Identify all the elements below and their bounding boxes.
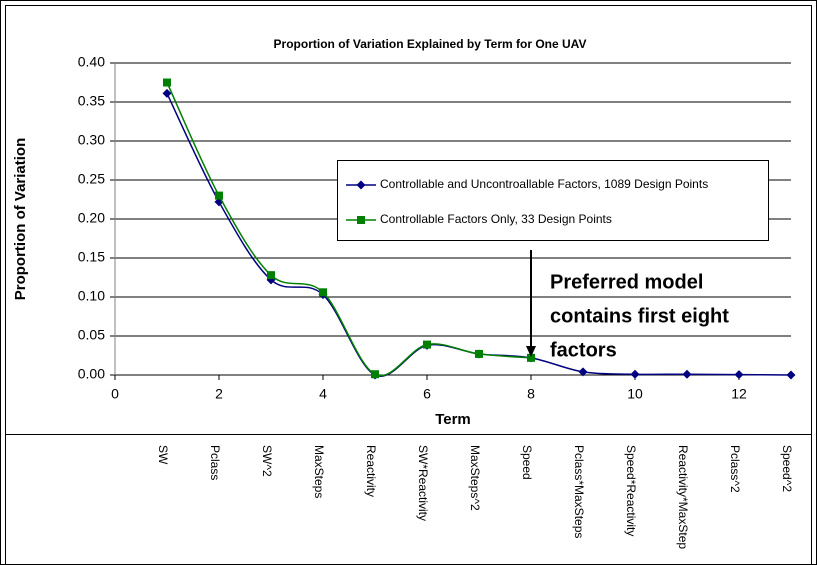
marker [630, 369, 640, 379]
term-label: SW [156, 445, 170, 465]
annotation-arrowhead [526, 346, 536, 357]
y-tick-label: 0.00 [78, 366, 105, 382]
annotation-text: Preferred model [550, 271, 703, 293]
marker [578, 367, 588, 377]
x-tick-label: 0 [111, 386, 119, 402]
marker [734, 370, 744, 380]
annotation-text: contains first eight [550, 305, 729, 327]
marker [162, 88, 172, 98]
y-tick-label: 0.20 [78, 210, 105, 226]
legend-marker [356, 180, 366, 190]
term-label: Reactivity [364, 445, 378, 497]
y-tick-label: 0.40 [78, 54, 105, 70]
x-tick-label: 6 [423, 386, 431, 402]
x-axis-label: Term [435, 411, 471, 428]
marker [215, 191, 223, 200]
marker [371, 370, 379, 379]
legend-label: Controllable and Uncontroallable Factors… [380, 177, 708, 191]
term-label: Speed [520, 445, 534, 480]
x-tick-label: 8 [527, 386, 535, 402]
legend-box [337, 160, 769, 241]
y-tick-label: 0.05 [78, 327, 105, 343]
annotation-text: factors [550, 339, 617, 361]
x-tick-label: 2 [215, 386, 223, 402]
marker [267, 271, 275, 280]
marker [319, 288, 327, 297]
term-label: MaxSteps [312, 445, 326, 498]
term-label: Reactivity*MaxStep [676, 445, 690, 549]
term-label: SW^2 [260, 445, 274, 477]
term-label: Pclass [208, 445, 222, 480]
term-label: SW*Reactivity [416, 445, 430, 521]
marker [163, 78, 171, 87]
x-tick-label: 12 [731, 386, 747, 402]
term-label: MaxSteps^2 [468, 445, 482, 511]
y-tick-label: 0.15 [78, 249, 105, 265]
y-axis-label: Proportion of Variation [12, 138, 29, 301]
marker [527, 353, 535, 362]
y-tick-label: 0.35 [78, 93, 105, 109]
chart-title: Proportion of Variation Explained by Ter… [274, 37, 587, 51]
marker [475, 349, 483, 358]
term-label: Pclass*MaxSteps [572, 445, 586, 538]
marker [682, 369, 692, 379]
x-tick-label: 4 [319, 386, 327, 402]
x-tick-label: 10 [627, 386, 643, 402]
term-label: Speed^2 [780, 445, 794, 492]
marker [786, 370, 796, 380]
marker [423, 340, 431, 349]
legend-label: Controllable Factors Only, 33 Design Poi… [380, 212, 612, 226]
y-tick-label: 0.25 [78, 171, 105, 187]
legend-marker [357, 216, 365, 224]
term-label: Speed*Reactivity [624, 445, 638, 536]
y-tick-label: 0.10 [78, 288, 105, 304]
term-label: Pclass^2 [728, 445, 742, 493]
y-tick-label: 0.30 [78, 132, 105, 148]
chart-frame [5, 5, 812, 435]
